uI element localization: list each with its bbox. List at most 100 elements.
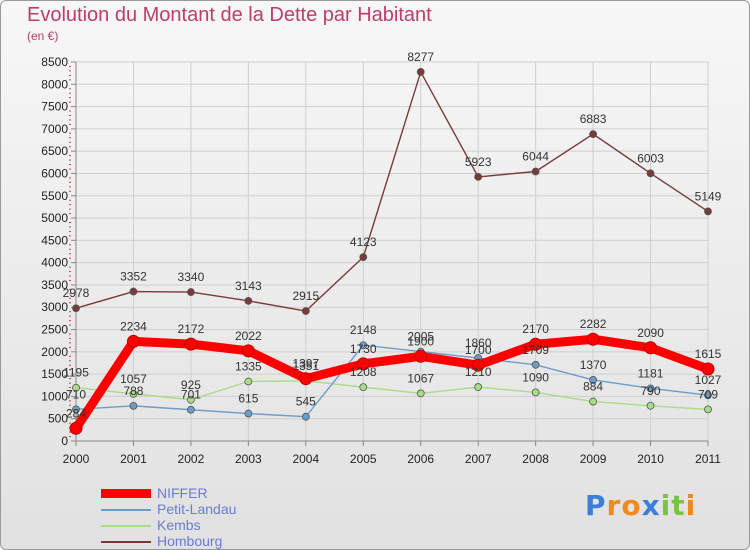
point-niffer-2002 bbox=[184, 337, 198, 351]
point-niffer-2011 bbox=[701, 362, 715, 376]
data-label-petit-landau-2003: 615 bbox=[238, 392, 258, 406]
data-label-kembs-2007: 1210 bbox=[465, 365, 492, 379]
data-label-hombourg-2004: 2915 bbox=[292, 289, 319, 303]
point-niffer-2006 bbox=[414, 349, 428, 363]
point-hombourg-2006 bbox=[416, 68, 425, 76]
x-tick-label-2006: 2006 bbox=[407, 452, 434, 466]
series-line-hombourg bbox=[75, 71, 709, 312]
point-kembs-2000 bbox=[72, 383, 80, 392]
data-label-petit-landau-2010: 1181 bbox=[638, 366, 664, 380]
data-label-petit-landau-2002: 701 bbox=[181, 388, 201, 402]
y-tick-label-5500: 5500 bbox=[41, 189, 68, 203]
data-label-hombourg-2001: 3352 bbox=[120, 270, 147, 284]
point-niffer-2000 bbox=[69, 421, 83, 435]
data-label-petit-landau-2009: 1370 bbox=[580, 358, 607, 372]
point-hombourg-2001 bbox=[129, 287, 138, 296]
x-tick-label-2007: 2007 bbox=[465, 452, 492, 466]
point-kembs-2009 bbox=[589, 397, 597, 406]
y-tick-label-4000: 4000 bbox=[41, 256, 68, 270]
data-label-niffer-2008: 2170 bbox=[522, 322, 549, 336]
point-kembs-2007 bbox=[474, 383, 483, 391]
data-label-kembs-2009: 884 bbox=[583, 380, 603, 394]
data-label-niffer-2003: 2022 bbox=[235, 329, 262, 343]
data-label-hombourg-2002: 3340 bbox=[178, 270, 205, 284]
point-hombourg-2004 bbox=[301, 307, 310, 315]
point-niffer-2010 bbox=[644, 341, 658, 355]
x-tick-label-2008: 2008 bbox=[522, 452, 549, 466]
x-tick-label-2001: 2001 bbox=[120, 452, 147, 466]
data-label-petit-landau-2008: 1709 bbox=[522, 343, 549, 357]
point-petit-landau-2003 bbox=[244, 409, 253, 418]
logo-letter: x bbox=[641, 489, 661, 522]
data-label-niffer-2011: 1615 bbox=[695, 347, 722, 361]
data-label-kembs-2000: 1195 bbox=[63, 366, 89, 380]
legend-label-hombourg: Hombourg bbox=[157, 533, 223, 549]
data-label-hombourg-2009: 6883 bbox=[580, 112, 607, 126]
y-tick-label-7000: 7000 bbox=[41, 122, 68, 136]
data-label-hombourg-2003: 3143 bbox=[235, 279, 262, 293]
gridlines bbox=[75, 61, 709, 442]
y-tick-label-3500: 3500 bbox=[41, 278, 68, 292]
point-petit-landau-2005 bbox=[359, 341, 368, 350]
y-tick-label-2000: 2000 bbox=[41, 345, 68, 359]
data-label-kembs-2001: 1057 bbox=[120, 372, 147, 386]
legend-swatch-hombourg bbox=[101, 541, 151, 543]
data-label-niffer-2007: 1700 bbox=[465, 343, 492, 357]
x-tick-label-2000: 2000 bbox=[63, 452, 90, 466]
point-kembs-2008 bbox=[531, 388, 540, 397]
y-tick-label-6000: 6000 bbox=[41, 166, 68, 180]
point-hombourg-2002 bbox=[187, 288, 195, 296]
data-label-niffer-2010: 2090 bbox=[637, 326, 664, 340]
x-tick-label-2010: 2010 bbox=[637, 452, 664, 466]
data-label-kembs-2002: 925 bbox=[181, 378, 201, 392]
data-label-kembs-2006: 1067 bbox=[407, 371, 434, 385]
chart-title: Evolution du Montant de la Dette par Hab… bbox=[27, 4, 432, 26]
point-niffer-2007 bbox=[471, 358, 485, 372]
logo-letter: i bbox=[685, 489, 697, 522]
point-petit-landau-2001 bbox=[129, 401, 138, 410]
point-hombourg-2009 bbox=[589, 130, 597, 138]
data-label-hombourg-2011: 5149 bbox=[695, 189, 722, 203]
data-label-niffer-2001: 2234 bbox=[120, 319, 147, 333]
data-label-kembs-2003: 1335 bbox=[235, 359, 262, 373]
data-label-hombourg-2007: 5923 bbox=[465, 155, 492, 169]
y-tick-label-2500: 2500 bbox=[41, 323, 68, 337]
point-kembs-2006 bbox=[416, 389, 425, 398]
point-niffer-2009 bbox=[586, 332, 600, 346]
proxiti-logo: Proxiti bbox=[585, 489, 696, 522]
point-hombourg-2007 bbox=[474, 173, 483, 181]
data-label-petit-landau-2006: 2005 bbox=[407, 330, 434, 344]
y-tick-label-0: 0 bbox=[61, 434, 68, 448]
point-petit-landau-2000 bbox=[72, 405, 80, 414]
point-hombourg-2010 bbox=[646, 169, 655, 178]
y-tick-label-4500: 4500 bbox=[41, 233, 68, 247]
data-label-niffer-2002: 2172 bbox=[178, 322, 205, 336]
point-kembs-2002 bbox=[187, 395, 195, 404]
y-tick-label-7500: 7500 bbox=[41, 100, 68, 114]
point-niffer-2004 bbox=[299, 372, 313, 386]
data-label-niffer-2004: 1397 bbox=[292, 357, 319, 371]
logo-letter: r bbox=[606, 489, 622, 522]
logo-letter: P bbox=[585, 489, 607, 522]
data-label-niffer-2009: 2282 bbox=[580, 317, 607, 331]
y-tick-label-8500: 8500 bbox=[41, 55, 68, 69]
point-kembs-2001 bbox=[129, 389, 138, 398]
series-line-petit-landau bbox=[75, 344, 709, 418]
point-niffer-2005 bbox=[356, 357, 370, 371]
data-label-niffer-2005: 1730 bbox=[350, 342, 377, 356]
data-label-niffer-2000: 284 bbox=[66, 406, 86, 420]
y-axis-tick-labels: 0 500 1000 1500 2000 2500 3000 3500 4000 4500 5000… bbox=[41, 55, 68, 448]
y-tick-label-500: 500 bbox=[48, 412, 68, 426]
legend-swatch-niffer bbox=[101, 489, 151, 498]
data-label-petit-landau-2007: 1860 bbox=[465, 336, 492, 350]
x-axis-tick-labels: 2000 2001 2002 2003 2004 2005 2006 2007 2008 2009… bbox=[63, 452, 722, 466]
x-tick-label-2004: 2004 bbox=[292, 452, 319, 466]
axes bbox=[69, 61, 709, 446]
x-tick-label-2009: 2009 bbox=[580, 452, 607, 466]
legend-label-kembs: Kembs bbox=[157, 517, 201, 533]
legend-label-niffer: NIFFER bbox=[157, 485, 208, 501]
point-kembs-2010 bbox=[646, 401, 655, 410]
data-label-petit-landau-2001: 788 bbox=[123, 384, 143, 398]
point-petit-landau-2010 bbox=[646, 384, 655, 393]
